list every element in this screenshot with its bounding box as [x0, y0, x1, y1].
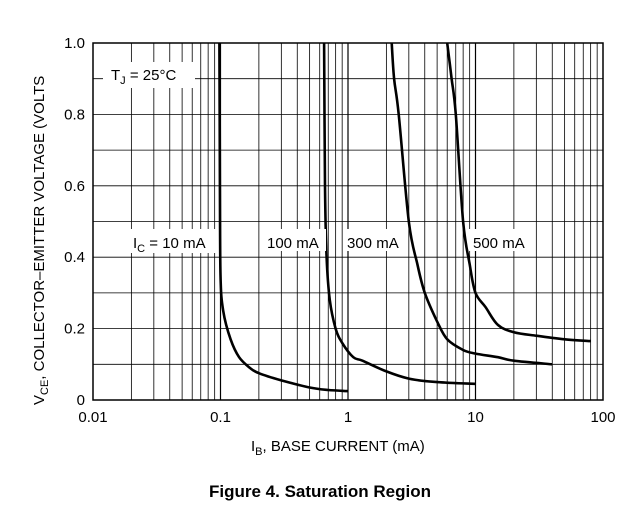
x-tick-labels: 0.01 0.1 1 10 100: [78, 409, 615, 426]
x-tick-label: 0.01: [78, 409, 107, 426]
series-label-100ma: 100 mA: [267, 235, 319, 252]
condition-label-bg: [103, 62, 195, 88]
y-tick-label: 0.4: [64, 249, 85, 266]
curve-series-3: [445, 42, 591, 343]
x-tick-label: 0.1: [210, 409, 231, 426]
series-label-bg-300: [344, 229, 406, 251]
series-label-500ma: 500 mA: [473, 235, 525, 252]
x-tick-label: 100: [590, 409, 615, 426]
plot-border: [92, 42, 604, 401]
y-tick-label: 0.2: [64, 321, 85, 338]
y-tick-labels: 0 0.2 0.4 0.6 0.8 1.0: [64, 35, 85, 409]
x-tick-label: 1: [344, 409, 352, 426]
series-label-bg-500: [469, 229, 531, 251]
y-tick-label: 0.6: [64, 178, 85, 195]
y-tick-label: 0: [77, 392, 85, 409]
curve-series-0: [218, 42, 349, 393]
y-tick-label: 0.8: [64, 106, 85, 123]
curve-series-2: [390, 42, 553, 366]
condition-label: TJ = 25°C: [111, 67, 176, 87]
y-axis-label: VCE, COLLECTOR–EMITTER VOLTAGE (VOLTS: [31, 76, 51, 405]
series-label-bg-10: [127, 229, 217, 253]
curves: [218, 42, 591, 393]
x-axis-label: IB, BASE CURRENT (mA): [251, 438, 425, 458]
x-tick-label: 10: [467, 409, 484, 426]
y-tick-label: 1.0: [64, 35, 85, 52]
series-label-10ma: IC = 10 mA: [133, 235, 206, 255]
series-label-300ma: 300 mA: [347, 235, 399, 252]
plot-frame: [92, 42, 604, 401]
figure-caption: Figure 4. Saturation Region: [209, 482, 431, 501]
series-label-bg-100: [264, 229, 326, 251]
grid-lines: [93, 43, 603, 400]
curve-series-1: [322, 42, 476, 386]
